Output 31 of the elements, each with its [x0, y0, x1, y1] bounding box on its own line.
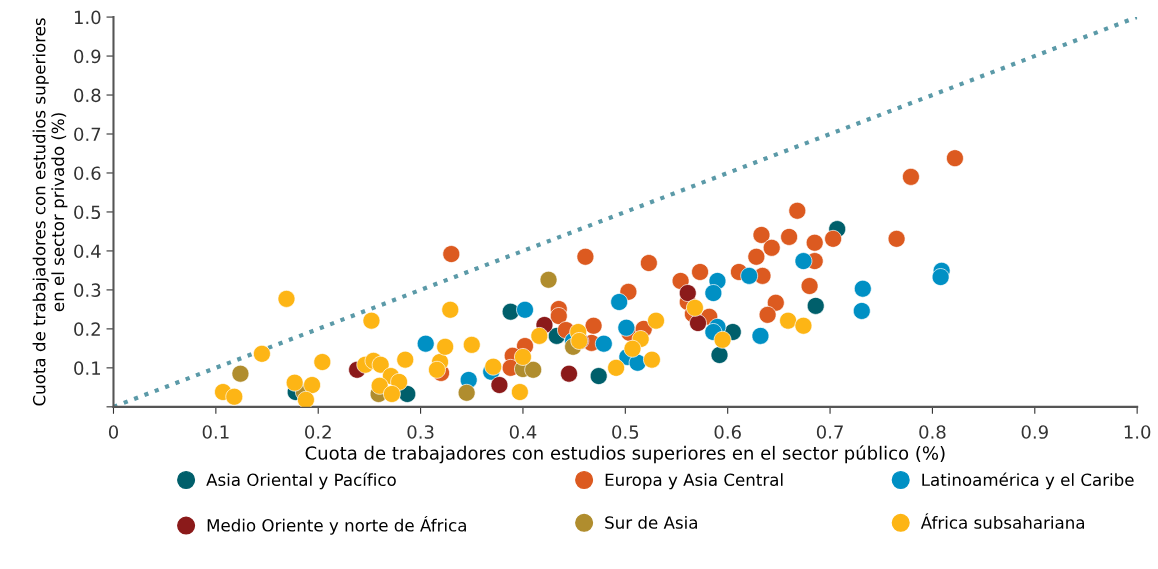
x-tick-label: 0 — [108, 425, 119, 439]
legend-label: África subsahariana — [920, 513, 1084, 529]
y-tick-label: 0.6 — [74, 166, 101, 181]
x-tick-label: 0.4 — [509, 425, 537, 439]
point — [285, 373, 304, 392]
y-tick-label: 0.5 — [74, 205, 101, 220]
y-tick-label: 0.1 — [74, 361, 101, 375]
x-axis-title: Cuota de trabajadores con estudios superiores en el sector público (%) — [305, 445, 945, 464]
y-axis-title: Cuota de trabajadores con estudios superiores en el sector privado (%) — [32, 18, 68, 406]
legend-label: Europa y Asia Central — [605, 473, 783, 490]
point — [805, 233, 824, 252]
y-tick-label: 1.0 — [74, 10, 101, 25]
x-tick-label: 0.2 — [305, 425, 331, 439]
x-tick-label: 0.7 — [816, 425, 843, 439]
x-tick-label: 0.3 — [407, 425, 434, 439]
y-tick-label: 0.4 — [74, 244, 101, 259]
x-tick-label: 0.9 — [1021, 425, 1048, 439]
y-tick-label: 0.3 — [74, 283, 101, 298]
y-tick-label: 0.7 — [74, 127, 101, 142]
legend-label: Sur de Asia — [605, 515, 697, 529]
legend-label: Latinoamérica y el Caribe — [922, 472, 1134, 490]
y-tick-label: 0.9 — [74, 49, 101, 64]
x-tick-label: 0.8 — [919, 425, 946, 439]
y-tick-label: 0.8 — [74, 88, 101, 103]
y-tick-label: 0.2 — [74, 322, 100, 336]
x-tick-label: 0.1 — [202, 425, 229, 439]
legend-label: Medio Oriente y norte de África — [207, 515, 466, 535]
legend-label: Asia Oriental y Pacífico — [206, 472, 396, 490]
x-tick-label: 0.5 — [612, 425, 639, 439]
x-tick-label: 0.6 — [714, 425, 741, 439]
x-tick-label: 1.0 — [1124, 425, 1151, 439]
